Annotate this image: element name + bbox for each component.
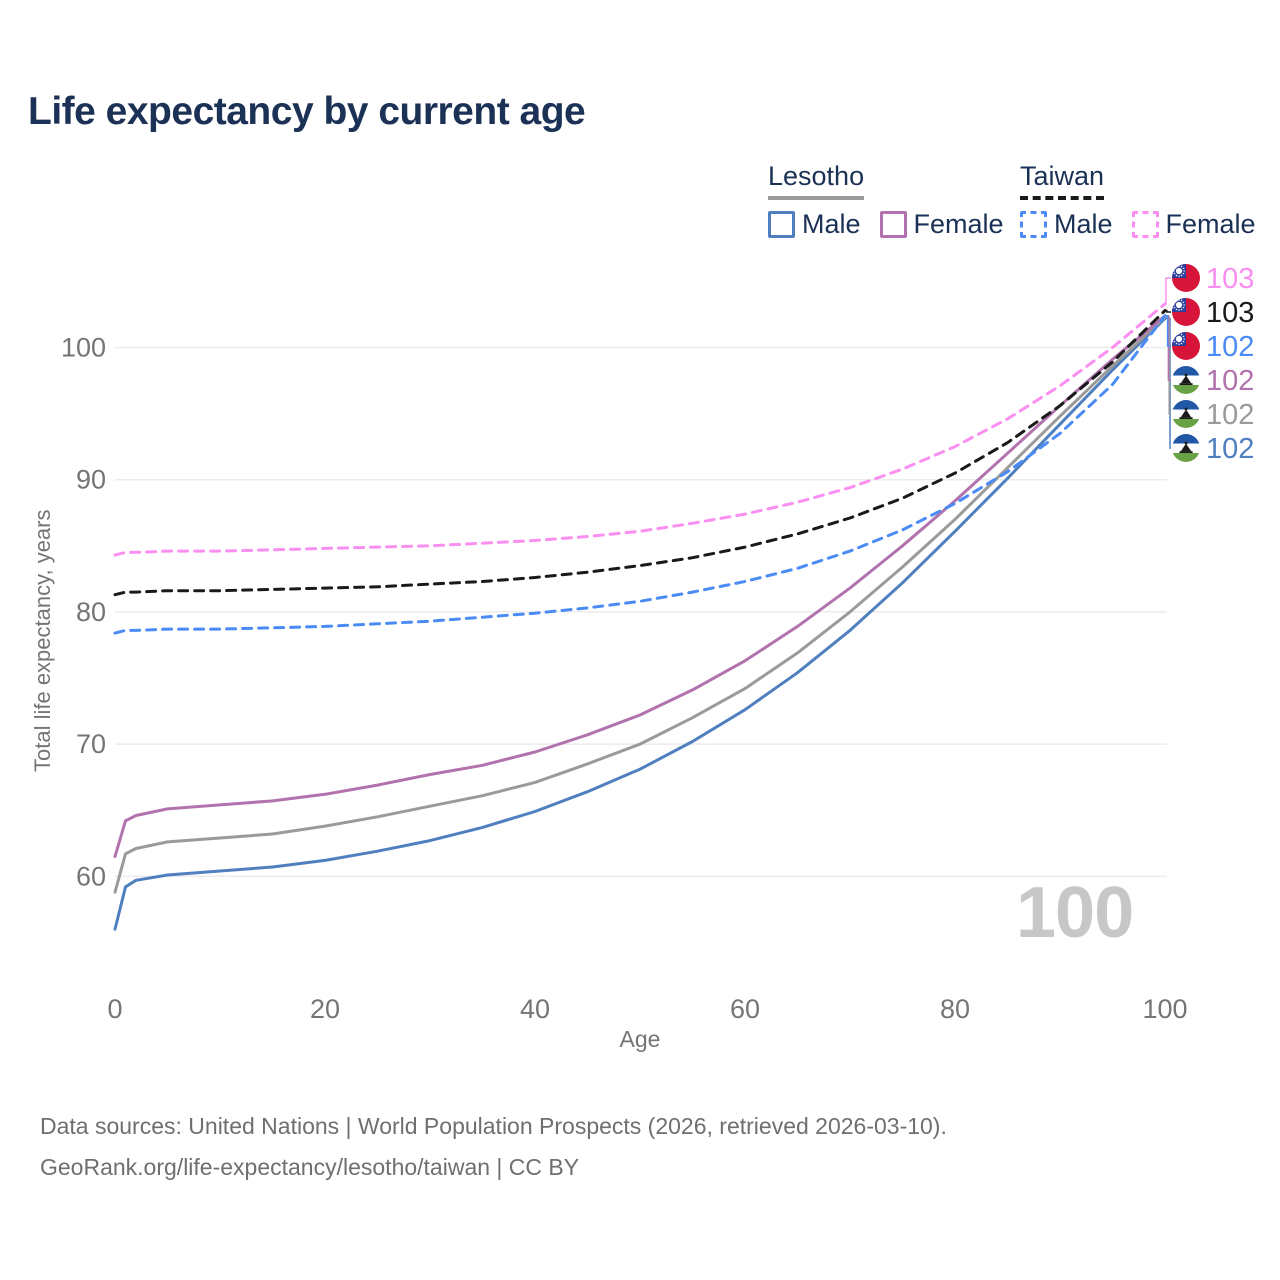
x-tick-label: 40 bbox=[520, 994, 550, 1024]
end-value-label-lesotho-male: 102 bbox=[1206, 433, 1254, 465]
legend-country-lesotho[interactable]: Lesotho bbox=[768, 161, 865, 200]
legend-item-taiwan-female[interactable]: Female bbox=[1131, 209, 1256, 240]
x-tick-label: 0 bbox=[107, 994, 122, 1024]
end-label-leader bbox=[1165, 277, 1171, 305]
lesotho-flag-icon bbox=[1172, 366, 1200, 394]
series-line-lesotho-total bbox=[113, 315, 1167, 894]
series-line-lesotho-female bbox=[113, 314, 1167, 858]
series-line-lesotho-male bbox=[113, 316, 1167, 931]
series-line-taiwan-female bbox=[113, 302, 1167, 557]
end-value-label-taiwan-male: 102 bbox=[1206, 331, 1254, 363]
x-tick-label: 60 bbox=[730, 994, 760, 1024]
y-tick-label: 80 bbox=[76, 597, 106, 627]
y-tick-label: 70 bbox=[76, 729, 106, 759]
taiwan-flag-icon bbox=[1172, 264, 1200, 292]
taiwan-flag-icon bbox=[1172, 298, 1200, 326]
end-label-leader bbox=[1165, 309, 1171, 313]
lesotho-male-swatch-icon bbox=[768, 211, 795, 238]
y-axis-title: Total life expectancy, years bbox=[30, 509, 55, 773]
data-sources-footer: Data sources: United Nations | World Pop… bbox=[40, 1106, 947, 1188]
legend-label-taiwan-female: Female bbox=[1165, 209, 1256, 239]
legend-group-lesotho: Lesotho Male Female bbox=[768, 161, 1004, 240]
legend-label-lesotho-female: Female bbox=[913, 209, 1004, 239]
legend-group-taiwan: Taiwan Male Female bbox=[1020, 161, 1256, 240]
lesotho-flag-icon bbox=[1172, 434, 1200, 462]
page-title: Life expectancy by current age bbox=[28, 90, 586, 133]
y-tick-label: 90 bbox=[76, 465, 106, 495]
end-value-label-lesotho-female: 102 bbox=[1206, 365, 1254, 397]
x-axis-title: Age bbox=[619, 1026, 661, 1052]
series-line-taiwan-total bbox=[113, 309, 1167, 597]
taiwan-female-swatch-icon bbox=[1131, 211, 1159, 238]
x-tick-label: 100 bbox=[1142, 994, 1187, 1024]
lesotho-flag-icon bbox=[1172, 400, 1200, 428]
x-tick-label: 20 bbox=[310, 994, 340, 1024]
footer-line-1: Data sources: United Nations | World Pop… bbox=[40, 1113, 947, 1139]
lesotho-female-swatch-icon bbox=[879, 211, 907, 238]
y-tick-label: 60 bbox=[76, 861, 106, 891]
legend-label-lesotho-male: Male bbox=[802, 209, 861, 239]
hover-age-watermark: 100 bbox=[1016, 873, 1134, 953]
legend-item-taiwan-male[interactable]: Male bbox=[1020, 209, 1113, 240]
legend-item-lesotho-female[interactable]: Female bbox=[879, 209, 1004, 240]
legend-label-taiwan-male: Male bbox=[1054, 209, 1113, 239]
series-line-taiwan-male bbox=[113, 314, 1167, 635]
footer-line-2: GeoRank.org/life-expectancy/lesotho/taiw… bbox=[40, 1154, 580, 1180]
legend-item-lesotho-male[interactable]: Male bbox=[768, 209, 861, 240]
taiwan-flag-icon bbox=[1172, 332, 1200, 360]
y-tick-label: 100 bbox=[61, 333, 106, 363]
end-label-leader bbox=[1165, 315, 1171, 347]
end-value-label-taiwan-female: 103 bbox=[1206, 263, 1254, 295]
taiwan-male-swatch-icon bbox=[1020, 211, 1047, 238]
legend-country-taiwan[interactable]: Taiwan bbox=[1020, 161, 1105, 200]
end-value-label-lesotho-total: 102 bbox=[1206, 399, 1254, 431]
end-value-label-taiwan-total: 103 bbox=[1206, 297, 1254, 329]
x-tick-label: 80 bbox=[940, 994, 970, 1024]
